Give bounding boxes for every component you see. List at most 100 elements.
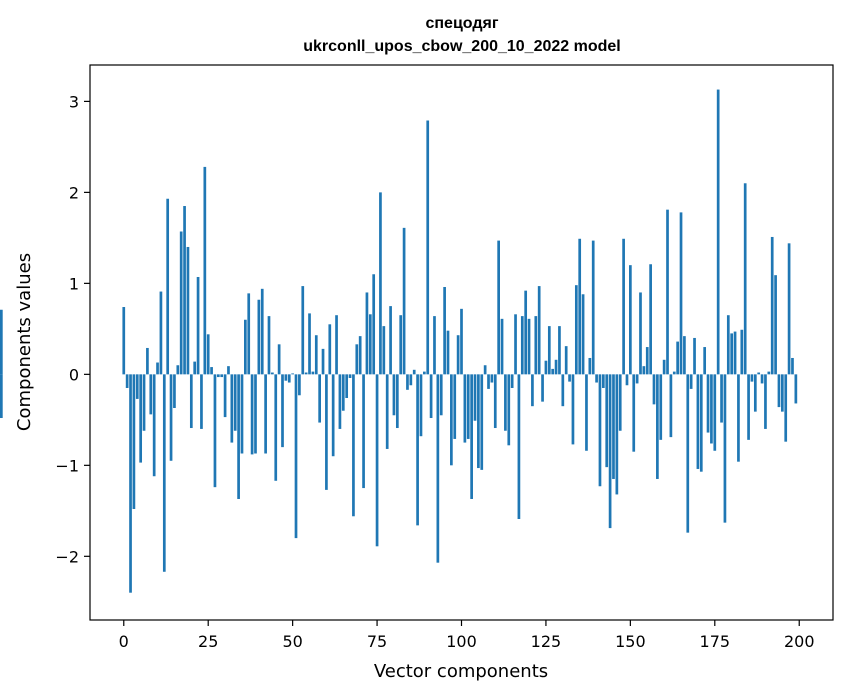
bar [189,374,193,429]
bar [372,274,376,375]
bar [791,357,794,375]
bar [466,374,470,439]
bar [531,374,534,407]
bar [463,374,467,443]
bar [345,374,349,398]
bar [382,326,386,375]
bar [298,374,301,396]
bar [723,374,727,523]
bar [737,374,740,462]
bar [183,206,186,375]
bar [233,374,237,431]
bar [558,326,561,375]
bar [287,374,291,383]
y-tick-label: 1 [69,274,79,293]
bar [291,373,294,375]
bar [683,336,686,375]
chart-subtitle: ukrconll_upos_cbow_200_10_2022 model [303,38,620,55]
bar [142,374,146,431]
bar [656,374,659,479]
y-tick-label: −1 [55,456,79,475]
bar [443,287,446,375]
bar [281,374,284,448]
bar [271,372,274,375]
bar [260,288,264,375]
bar [196,276,200,375]
bar [699,374,703,472]
bar [470,374,473,499]
bar [149,374,153,415]
bar [227,366,230,375]
bar [277,344,281,375]
bar [497,240,500,375]
bar [689,374,693,389]
bar [625,374,629,386]
bar [504,374,507,431]
bar [642,366,646,375]
bar [720,374,723,423]
bar [385,374,389,449]
bar [537,286,541,375]
bar [679,212,683,375]
bar [760,374,764,384]
bar [554,359,558,375]
bar [237,374,240,499]
bar [547,326,551,375]
bar [250,374,254,455]
bar [200,374,203,429]
bar [389,306,392,375]
bar [561,374,565,407]
bar [686,374,690,533]
bar [676,341,679,375]
bar [726,315,730,375]
bar [750,374,754,382]
bar [321,348,325,375]
bar [507,374,511,446]
bar [615,374,619,495]
bar [429,374,433,419]
bar [301,286,305,375]
bar [510,374,514,388]
bar [541,374,544,402]
bar [713,374,717,451]
bar [629,265,632,375]
x-tick-label: 150 [615,632,646,651]
bar [527,318,531,375]
bar [517,374,521,519]
bar [392,374,396,416]
bar [477,374,480,469]
bar [524,290,528,375]
bar [514,314,517,375]
bar [649,264,652,375]
bar [770,236,774,375]
bar [368,314,372,375]
x-tick-label: 200 [784,632,815,651]
bar [0,309,3,375]
bar [395,374,399,429]
plot-frame [89,64,834,621]
x-tick-label: 100 [446,632,477,651]
x-tick-label: 25 [198,632,218,651]
bar [520,316,524,375]
bar [622,238,625,375]
bar [399,315,403,375]
x-tick-label: 50 [282,632,302,651]
bar [777,374,781,408]
bar [125,374,129,388]
bar [132,374,136,509]
bar [254,374,257,454]
bar [304,372,308,375]
bar [635,374,639,384]
bar [365,292,369,375]
bar [173,374,176,408]
bar [564,346,568,375]
x-axis-label: Vector components [374,661,548,682]
y-tick-label: 2 [69,183,79,202]
bar [652,374,656,405]
bar [483,365,487,375]
bar [456,335,460,375]
bar [139,374,143,463]
bar [176,365,180,375]
bar [612,374,615,479]
y-tick-label: 0 [69,365,79,384]
